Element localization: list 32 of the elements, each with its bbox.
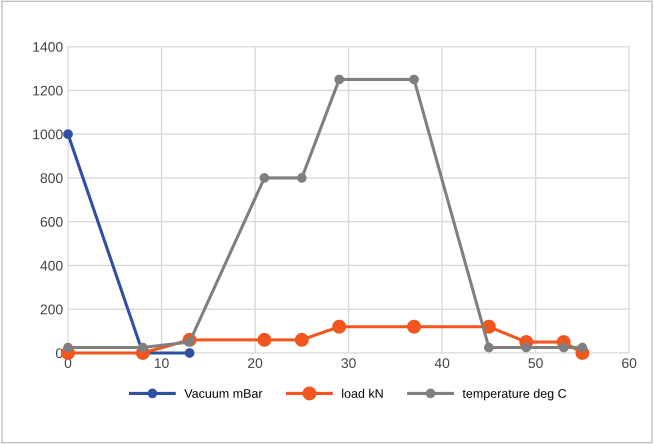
point xyxy=(332,320,346,334)
y-tick-label: 600 xyxy=(40,217,63,227)
x-tick-label: 20 xyxy=(248,358,262,368)
point xyxy=(521,342,532,352)
point xyxy=(257,332,272,347)
point xyxy=(407,320,421,334)
y-tick-label: 200 xyxy=(40,304,63,314)
point xyxy=(260,173,270,183)
point xyxy=(578,342,588,352)
point xyxy=(63,342,73,352)
point xyxy=(138,342,148,352)
y-tick-label: 1400 xyxy=(33,42,63,52)
y-tick-label: 1200 xyxy=(33,86,63,96)
point xyxy=(334,74,344,84)
point xyxy=(409,74,419,84)
point xyxy=(484,342,494,352)
point xyxy=(558,342,569,352)
legend-label: load kN xyxy=(342,388,383,398)
y-tick-label: 1000 xyxy=(33,129,63,140)
legend-label: Vacuum mBar xyxy=(184,389,262,398)
x-tick-label: 40 xyxy=(434,358,450,368)
point xyxy=(184,348,194,358)
point xyxy=(294,332,309,347)
x-tick-label: 30 xyxy=(341,358,356,368)
x-tick-label: 60 xyxy=(622,358,636,368)
legend-label: temperature deg C xyxy=(462,388,566,400)
x-tick-label: 10 xyxy=(154,358,169,368)
y-tick-label: 400 xyxy=(40,260,63,271)
x-tick-label: 50 xyxy=(528,358,543,368)
point xyxy=(63,129,73,140)
point xyxy=(296,173,307,183)
y-tick-label: 800 xyxy=(40,173,63,184)
